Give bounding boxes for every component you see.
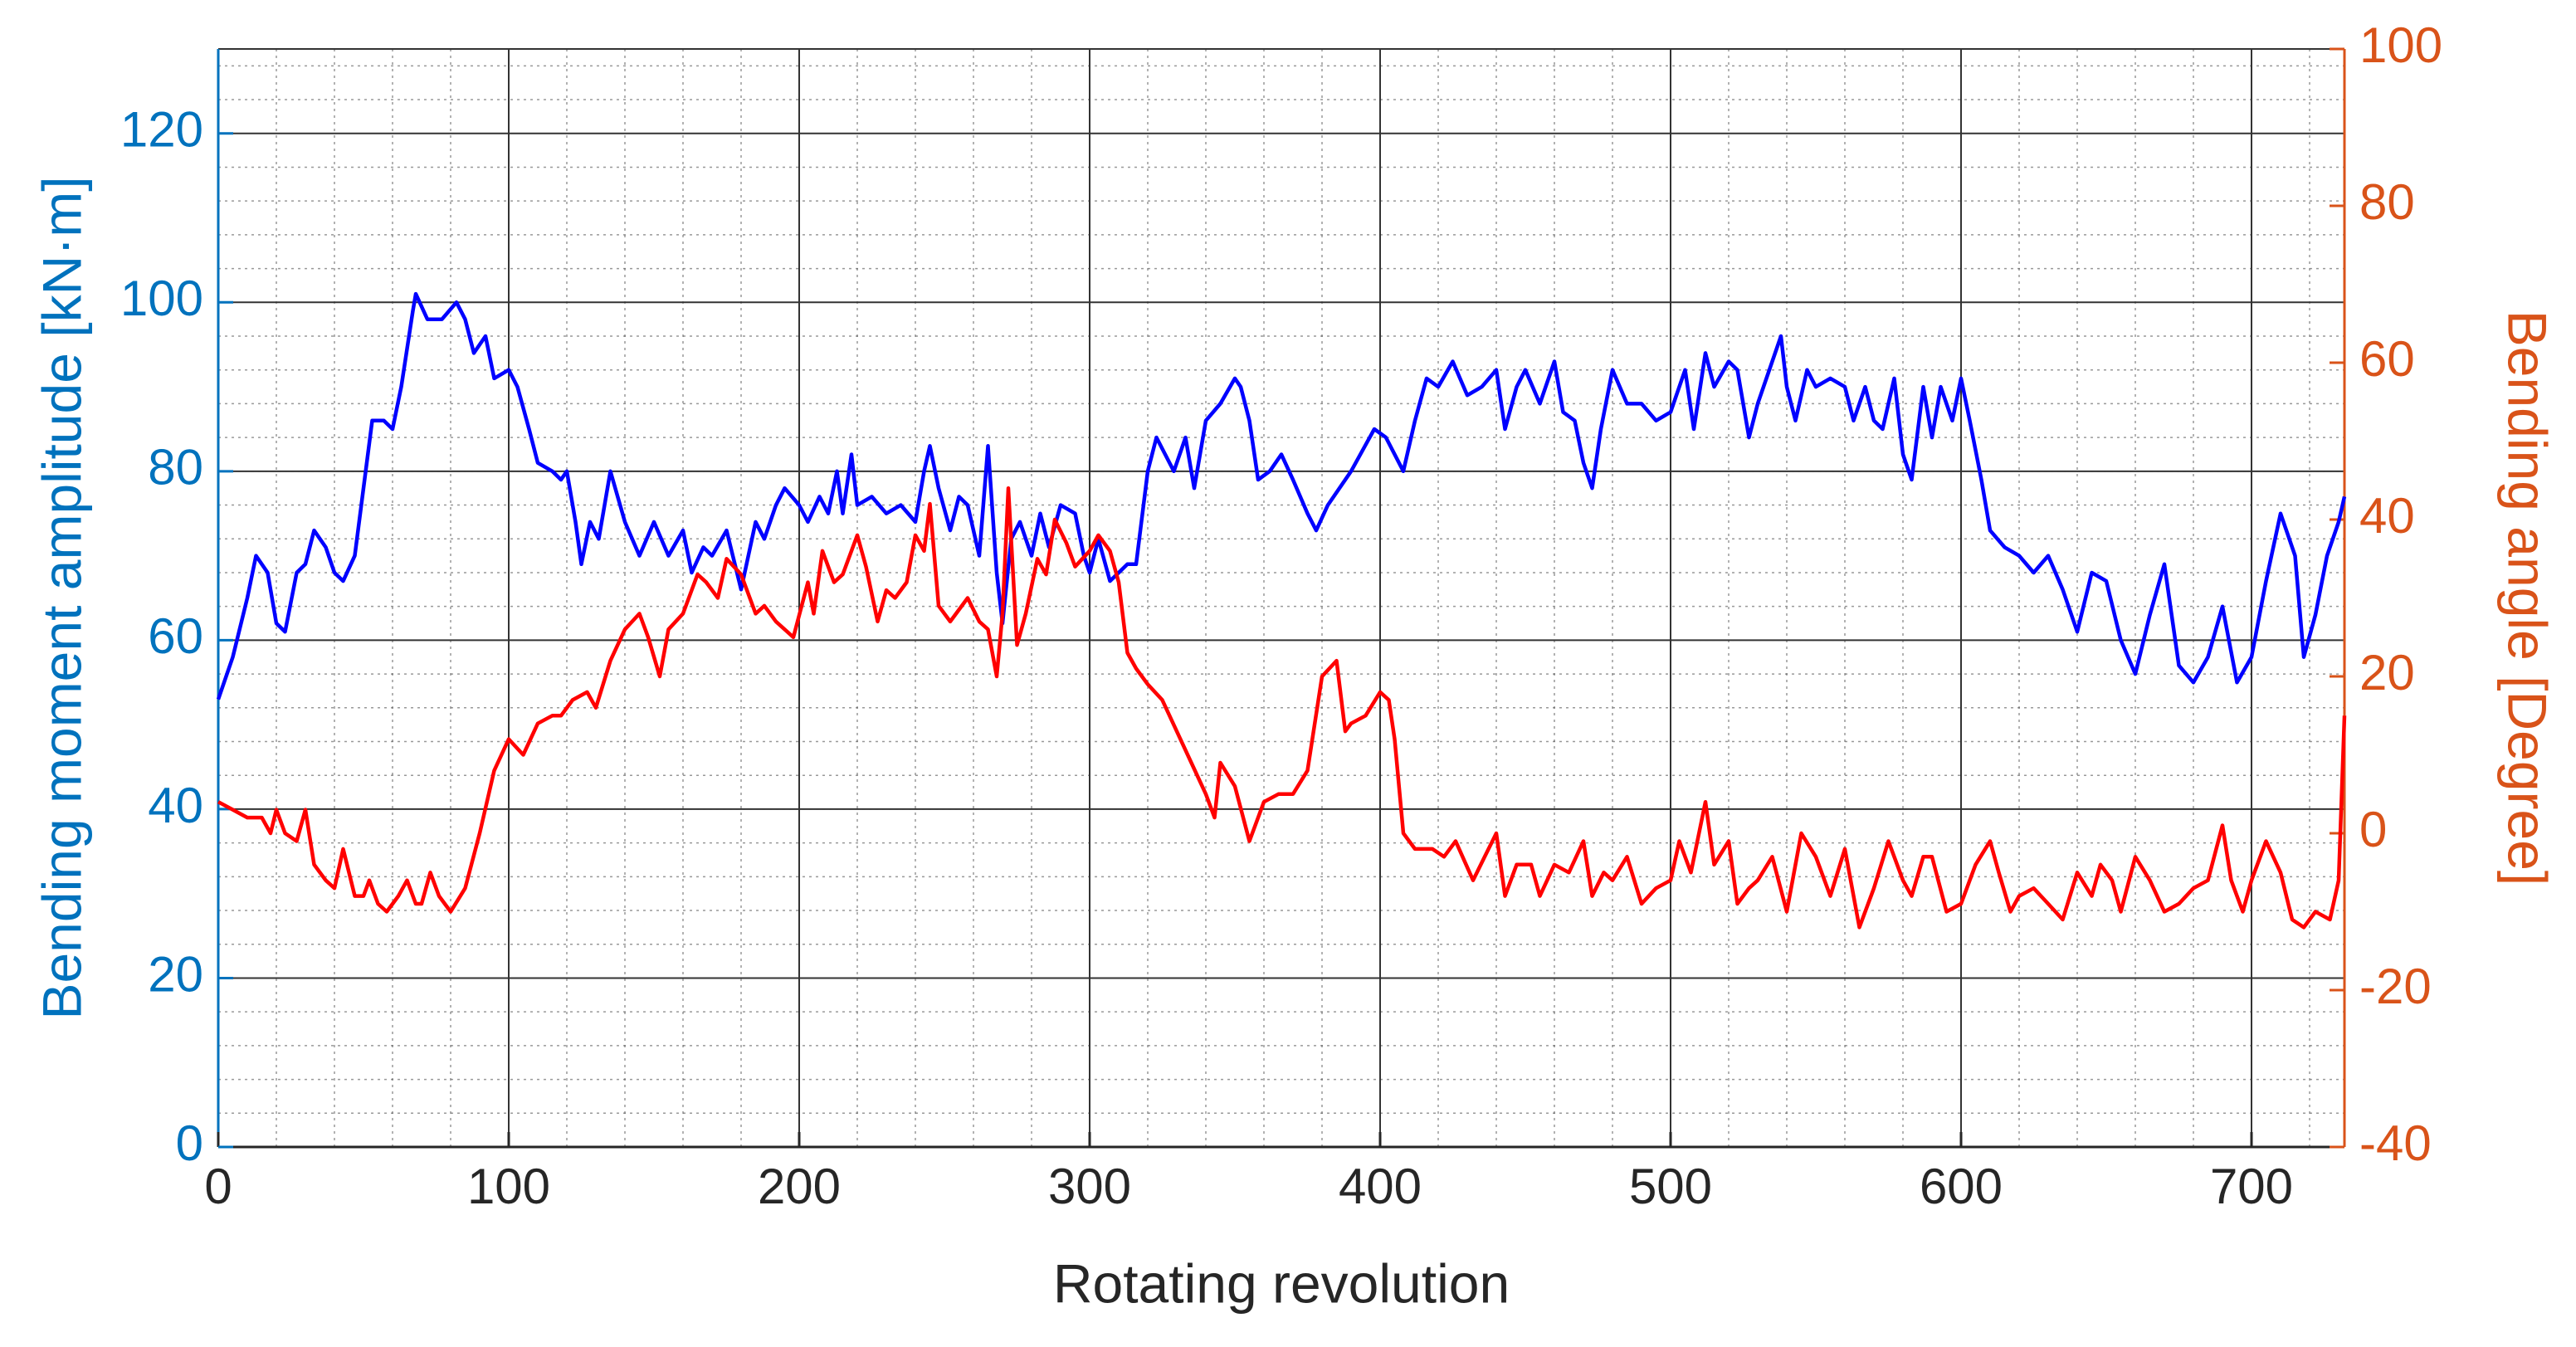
y-axis-label: Bending moment amplitude [kN·m] [31,176,92,1019]
y2-axis-label: Bending angle [Degree] [2497,310,2559,886]
y2-tick-label: 20 [2359,645,2415,700]
x-tick-label: 600 [1920,1159,2003,1214]
y2-tick-label: 40 [2359,488,2415,544]
y-tick-label: 60 [148,608,203,664]
y2-tick-label: 100 [2359,17,2442,73]
y-tick-label: 120 [120,102,203,158]
y2-tick-label: 60 [2359,331,2415,387]
x-tick-label: 400 [1339,1159,1422,1214]
x-tick-label: 700 [2210,1159,2293,1214]
y2-tick-label: -40 [2359,1115,2432,1171]
x-tick-label: 500 [1629,1159,1712,1214]
y-tick-label: 100 [120,271,203,326]
y2-tick-label: 80 [2359,174,2415,230]
data-line [217,486,2347,930]
x-tick-label: 200 [758,1159,841,1214]
x-tick-label: 300 [1048,1159,1131,1214]
y2-tick-label: 0 [2359,802,2387,857]
data-line [216,291,2347,700]
y-tick-label: 20 [148,946,203,1002]
y-tick-label: 40 [148,778,203,833]
x-axis-label: Rotating revolution [1053,1252,1510,1314]
x-tick-label: 100 [467,1159,550,1214]
x-tick-label: 0 [204,1159,232,1214]
y-tick-label: 80 [148,440,203,495]
y2-tick-label: -20 [2359,959,2432,1014]
y-tick-label: 0 [176,1115,203,1171]
